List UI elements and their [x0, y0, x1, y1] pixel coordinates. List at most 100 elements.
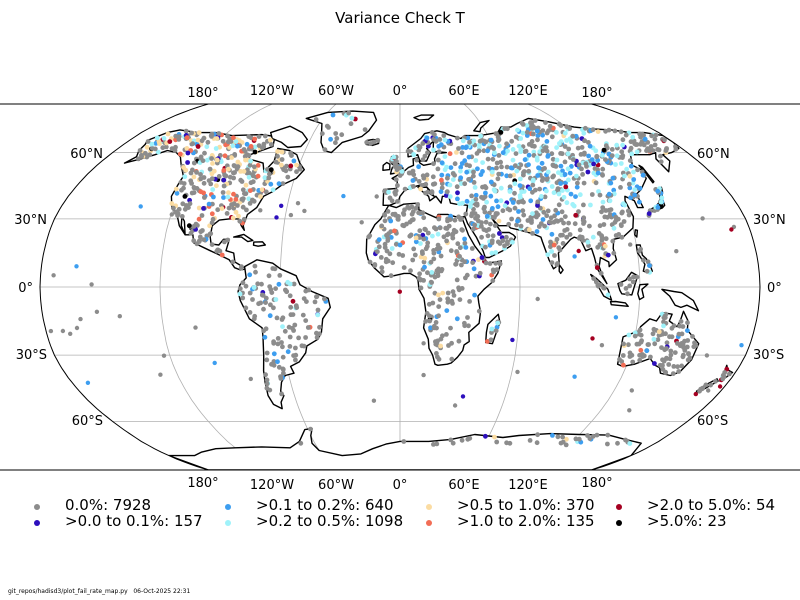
- station-marker: [529, 125, 535, 131]
- lon-label-top-0: 0°: [393, 84, 408, 99]
- station-marker: [644, 268, 650, 274]
- station-marker: [253, 269, 258, 275]
- station-marker: [521, 199, 526, 205]
- station-marker: [149, 141, 155, 147]
- station-marker: [458, 181, 464, 187]
- station-marker: [379, 265, 385, 271]
- station-marker: [465, 315, 470, 320]
- station-marker: [528, 216, 534, 222]
- station-marker: [456, 287, 462, 293]
- station-marker: [552, 253, 557, 258]
- station-marker: [490, 233, 496, 239]
- station-marker: [495, 204, 501, 210]
- station-marker: [542, 223, 547, 229]
- station-marker: [440, 290, 446, 296]
- station-marker: [633, 142, 639, 148]
- station-marker: [386, 189, 391, 195]
- station-marker: [334, 136, 340, 141]
- station-marker: [545, 169, 551, 175]
- station-marker: [638, 339, 644, 345]
- station-marker: [221, 177, 227, 183]
- station-marker: [464, 272, 470, 278]
- station-marker: [246, 174, 252, 180]
- station-marker: [255, 173, 261, 179]
- station-marker: [418, 186, 423, 192]
- landmass-sri-lanka: [558, 264, 564, 275]
- station-marker: [227, 174, 233, 180]
- station-marker: [421, 372, 426, 378]
- station-marker: [605, 252, 611, 258]
- landmass-new-guinea: [661, 288, 700, 312]
- station-marker: [498, 198, 504, 204]
- station-marker: [599, 209, 604, 215]
- station-marker: [457, 245, 463, 251]
- world-map: 180° 120°W 60°W 0° 60°E 120°E 180° 180° …: [0, 84, 800, 490]
- station-marker: [397, 173, 403, 178]
- station-marker: [554, 236, 560, 242]
- station-marker: [209, 176, 215, 182]
- station-marker: [243, 157, 248, 163]
- station-marker: [393, 177, 399, 183]
- station-marker: [548, 244, 553, 250]
- station-marker: [401, 212, 407, 217]
- station-marker: [520, 130, 526, 136]
- station-marker: [594, 154, 600, 160]
- station-marker: [496, 153, 502, 158]
- station-marker: [230, 259, 236, 265]
- station-marker: [456, 338, 462, 344]
- station-marker: [379, 223, 385, 229]
- station-marker: [241, 216, 247, 222]
- station-marker: [194, 170, 200, 175]
- station-marker: [631, 274, 636, 280]
- station-marker: [686, 351, 691, 356]
- station-marker: [317, 324, 322, 330]
- station-marker: [568, 191, 574, 197]
- station-marker: [490, 278, 496, 284]
- station-marker: [507, 189, 513, 194]
- station-marker: [448, 213, 453, 219]
- station-marker: [457, 201, 462, 207]
- station-marker: [497, 231, 502, 236]
- station-marker: [449, 298, 455, 304]
- station-marker: [411, 152, 417, 158]
- station-marker: [558, 163, 564, 169]
- station-marker: [272, 266, 278, 272]
- station-marker: [521, 212, 527, 218]
- station-marker: [587, 436, 593, 441]
- station-marker: [489, 330, 494, 335]
- station-marker: [406, 170, 412, 176]
- station-marker: [483, 139, 489, 145]
- station-marker: [582, 138, 588, 144]
- station-marker: [483, 433, 488, 439]
- station-marker: [687, 355, 693, 361]
- station-marker: [504, 141, 509, 147]
- station-marker: [185, 160, 191, 165]
- station-marker: [494, 439, 500, 445]
- station-marker: [464, 169, 470, 175]
- station-marker: [626, 342, 631, 348]
- station-marker: [216, 174, 222, 179]
- station-marker: [266, 273, 272, 279]
- station-marker: [599, 343, 605, 348]
- station-marker: [293, 352, 299, 358]
- station-marker: [437, 137, 443, 142]
- station-marker: [545, 154, 551, 159]
- station-marker: [509, 138, 515, 144]
- station-marker: [676, 369, 682, 374]
- station-marker: [648, 354, 653, 360]
- station-marker: [489, 240, 495, 246]
- station-marker: [238, 169, 244, 174]
- station-marker: [615, 440, 620, 446]
- station-marker: [399, 169, 405, 174]
- station-marker: [205, 139, 211, 145]
- station-marker: [672, 350, 678, 355]
- station-marker: [567, 232, 573, 237]
- station-marker: [564, 436, 569, 442]
- station-marker: [493, 131, 499, 137]
- station-marker: [632, 192, 638, 198]
- station-marker: [685, 338, 691, 343]
- station-marker: [219, 252, 225, 258]
- station-marker: [436, 356, 442, 362]
- station-marker: [469, 246, 475, 251]
- station-marker: [215, 207, 221, 213]
